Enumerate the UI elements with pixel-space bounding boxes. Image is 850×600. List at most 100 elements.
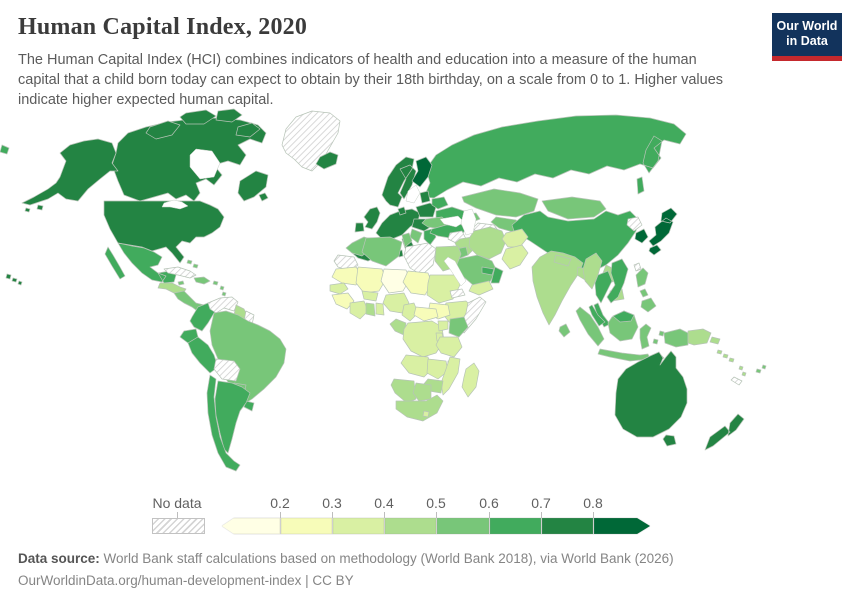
country-taiwan[interactable] xyxy=(633,262,642,272)
country-denmark[interactable] xyxy=(397,206,407,216)
country-greenland[interactable] xyxy=(281,110,341,172)
country-bolivia[interactable] xyxy=(213,358,241,382)
country-kazakhstan[interactable] xyxy=(461,188,539,218)
country-yemen[interactable] xyxy=(468,280,494,296)
country-russia-wrap[interactable] xyxy=(0,144,10,155)
country-chile[interactable] xyxy=(206,374,241,472)
country-madagascar[interactable] xyxy=(461,362,480,398)
country-australia-tasmania[interactable] xyxy=(662,434,677,447)
country-pakistan[interactable] xyxy=(501,244,529,270)
country-usa[interactable] xyxy=(103,200,225,264)
legend-no-data-swatch[interactable] xyxy=(152,518,205,534)
country-zambia[interactable] xyxy=(426,358,449,380)
region-balkans[interactable] xyxy=(409,228,423,244)
country-drc[interactable] xyxy=(402,320,445,358)
country-hispaniola[interactable] xyxy=(193,276,211,285)
country-iceland[interactable] xyxy=(315,151,339,170)
country-canada-arctic-islands[interactable] xyxy=(145,108,261,140)
citation-line[interactable]: OurWorldinData.org/human-development-ind… xyxy=(18,573,354,589)
legend-bin-0.2-0.3[interactable] xyxy=(280,518,332,534)
caribbean-islands[interactable] xyxy=(186,259,228,308)
country-senegal[interactable] xyxy=(329,282,349,295)
country-somalia[interactable] xyxy=(460,296,487,334)
country-angola[interactable] xyxy=(400,354,433,378)
legend-bin-0.3-0.4[interactable] xyxy=(332,518,384,534)
country-botswana[interactable] xyxy=(412,382,432,402)
country-mexico[interactable] xyxy=(104,242,177,284)
country-oman[interactable] xyxy=(490,266,504,284)
country-new-caledonia[interactable] xyxy=(730,376,743,386)
country-sudan[interactable] xyxy=(426,274,461,304)
country-sri-lanka[interactable] xyxy=(558,323,571,338)
country-poland[interactable] xyxy=(415,202,437,218)
country-russia[interactable] xyxy=(423,114,687,199)
country-japan[interactable] xyxy=(648,207,678,256)
country-belarus[interactable] xyxy=(431,196,449,210)
country-gabon-congo[interactable] xyxy=(389,318,407,336)
country-algeria[interactable] xyxy=(361,236,403,267)
country-usa-alaska[interactable] xyxy=(21,138,119,213)
country-south-africa[interactable] xyxy=(395,394,444,422)
legend-bin-gt-0.8[interactable] xyxy=(593,518,650,534)
country-eritrea[interactable] xyxy=(449,288,466,299)
country-indonesia-papua[interactable] xyxy=(663,328,689,348)
country-niger[interactable] xyxy=(380,268,411,294)
country-thailand[interactable] xyxy=(593,270,613,328)
country-namibia[interactable] xyxy=(390,378,417,404)
owid-logo[interactable]: Our World in Data xyxy=(772,13,842,61)
country-nepal[interactable] xyxy=(553,254,572,267)
country-vietnam[interactable] xyxy=(606,258,629,304)
country-kenya[interactable] xyxy=(448,316,469,338)
country-indonesia-sumatra[interactable] xyxy=(575,306,605,347)
country-nigeria[interactable] xyxy=(382,292,410,314)
country-indonesia-moluccas[interactable] xyxy=(652,330,665,345)
country-fiji[interactable] xyxy=(755,364,767,374)
country-lesotho[interactable] xyxy=(422,410,430,418)
legend-bin-0.4-0.5[interactable] xyxy=(384,518,436,534)
country-afghanistan[interactable] xyxy=(501,228,529,248)
country-indonesia-java[interactable] xyxy=(597,348,651,362)
country-mali[interactable] xyxy=(355,266,387,294)
country-ireland[interactable] xyxy=(354,222,365,233)
country-ivory-coast[interactable] xyxy=(349,300,369,320)
country-china[interactable] xyxy=(511,210,639,272)
country-united-kingdom[interactable] xyxy=(363,206,381,230)
country-venezuela[interactable] xyxy=(207,296,239,314)
country-burkina-faso[interactable] xyxy=(361,290,379,302)
country-philippines[interactable] xyxy=(635,267,657,313)
country-iran[interactable] xyxy=(468,226,507,260)
country-ghana[interactable] xyxy=(365,302,376,317)
legend-bin-0.5-0.6[interactable] xyxy=(436,518,489,534)
region-baltics[interactable] xyxy=(419,190,431,204)
country-mongolia[interactable] xyxy=(541,196,607,220)
country-jamaica[interactable] xyxy=(177,280,185,286)
country-usa-hawaii[interactable] xyxy=(5,273,23,286)
country-argentina[interactable] xyxy=(214,380,251,454)
country-indonesia-sulawesi[interactable] xyxy=(639,323,652,350)
country-myanmar[interactable] xyxy=(582,252,603,290)
country-new-zealand[interactable] xyxy=(704,413,745,451)
country-togo-benin[interactable] xyxy=(375,302,385,316)
country-cameroon[interactable] xyxy=(401,302,419,322)
country-india[interactable] xyxy=(531,250,584,326)
country-malaysia-borneo[interactable] xyxy=(612,310,635,323)
country-papua-new-guinea[interactable] xyxy=(687,328,721,346)
country-malaysia[interactable] xyxy=(588,304,606,327)
country-tanzania[interactable] xyxy=(435,336,463,358)
country-solomon-islands[interactable] xyxy=(716,349,735,363)
country-central-african-republic[interactable] xyxy=(413,306,439,322)
country-finland[interactable] xyxy=(411,156,433,188)
country-australia[interactable] xyxy=(614,350,688,438)
country-libya[interactable] xyxy=(403,242,437,276)
country-north-korea[interactable] xyxy=(626,216,643,232)
country-chad[interactable] xyxy=(402,270,433,296)
legend-bin-0.6-0.7[interactable] xyxy=(489,518,541,534)
country-cuba[interactable] xyxy=(163,266,197,279)
country-mozambique[interactable] xyxy=(440,356,461,396)
legend-bin-0.7-0.8[interactable] xyxy=(541,518,593,534)
country-tunisia[interactable] xyxy=(401,232,413,248)
country-uae[interactable] xyxy=(481,266,495,276)
world-choropleth-map[interactable] xyxy=(0,105,850,485)
country-south-korea[interactable] xyxy=(634,228,649,244)
legend-color-bar[interactable] xyxy=(222,518,650,534)
